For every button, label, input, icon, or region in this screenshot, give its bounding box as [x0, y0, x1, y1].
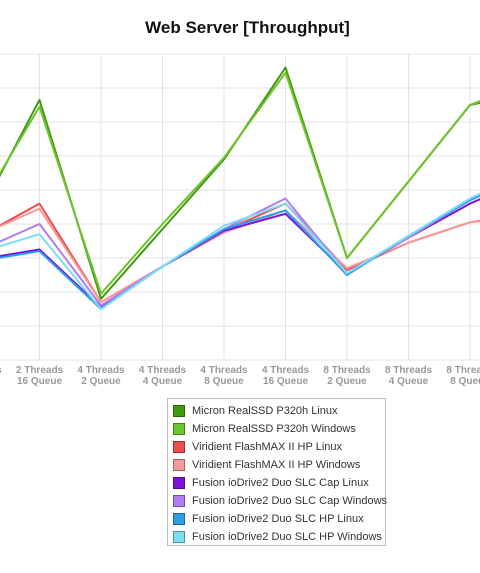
legend-label: Fusion ioDrive2 Duo SLC Cap Linux: [192, 477, 369, 489]
legend-item[interactable]: Micron RealSSD P320h Windows: [173, 420, 380, 438]
x-tick-label: 4 Threads 2 Queue: [77, 365, 125, 387]
series-line: [0, 194, 480, 310]
legend-swatch: [173, 477, 185, 489]
legend-label: Micron RealSSD P320h Linux: [192, 405, 338, 417]
legend-item[interactable]: Viridient FlashMAX II HP Windows: [173, 456, 380, 474]
x-tick-label: 2 Threads 16 Queue: [16, 365, 64, 387]
legend-swatch: [173, 423, 185, 435]
series-line: [0, 198, 480, 309]
chart-title: Web Server [Throughput]: [145, 18, 350, 37]
legend-swatch: [173, 441, 185, 453]
legend-label: Micron RealSSD P320h Windows: [192, 423, 356, 435]
legend-label: Fusion ioDrive2 Duo SLC HP Linux: [192, 513, 364, 525]
legend-swatch: [173, 405, 185, 417]
x-tick-label: 4 Threads 4 Queue: [139, 365, 187, 387]
legend-swatch: [173, 459, 185, 471]
legend-label: Fusion ioDrive2 Duo SLC HP Windows: [192, 531, 382, 543]
legend-item[interactable]: Fusion ioDrive2 Duo SLC Cap Linux: [173, 474, 380, 492]
legend-swatch: [173, 531, 185, 543]
legend-item[interactable]: Viridient FlashMAX II HP Linux: [173, 438, 380, 456]
series-line: [0, 192, 480, 310]
legend-item[interactable]: Fusion ioDrive2 Duo SLC HP Windows: [173, 528, 382, 546]
legend-swatch: [173, 495, 185, 507]
legend-label: Fusion ioDrive2 Duo SLC Cap Windows: [192, 495, 388, 507]
series-line: [0, 194, 480, 307]
x-tick-label: 8 Threads 2 Queue: [323, 365, 371, 387]
legend-item[interactable]: Fusion ioDrive2 Duo SLC HP Linux: [173, 510, 380, 528]
legend-label: Viridient FlashMAX II HP Linux: [192, 441, 342, 453]
legend-swatch: [173, 513, 185, 525]
legend-item[interactable]: Micron RealSSD P320h Linux: [173, 402, 380, 420]
chart-legend: Micron RealSSD P320h Linux Micron RealSSD…: [167, 398, 387, 546]
series-line: [0, 71, 480, 295]
legend-label: Viridient FlashMAX II HP Windows: [192, 459, 361, 471]
x-tick-label: 4 Threads 8 Queue: [200, 365, 248, 387]
legend-item[interactable]: Fusion ioDrive2 Duo SLC Cap Windows: [173, 492, 387, 510]
x-tick-label: 8 Threads 4 Queue: [385, 365, 433, 387]
x-tick-label: 4 Threads 16 Queue: [262, 365, 310, 387]
